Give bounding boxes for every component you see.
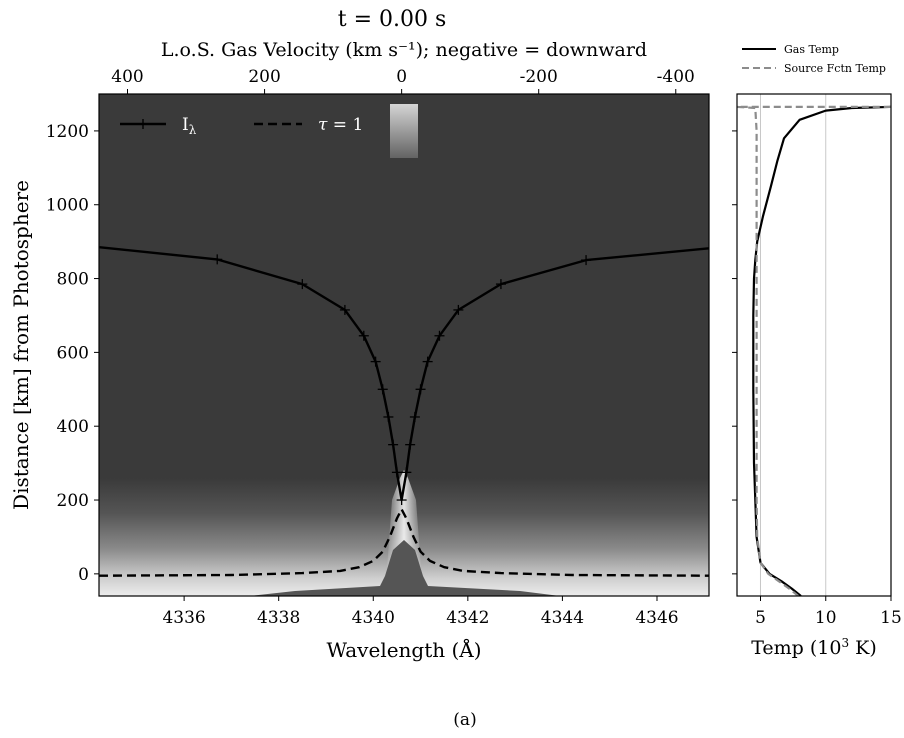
temp-xlabel: Temp (103 K) (751, 636, 877, 659)
x-tick-label: 4342 (446, 608, 489, 628)
tau-line (99, 508, 709, 577)
top-tick-label: 200 (248, 67, 280, 87)
heatmap-bottom-dark-band (250, 540, 560, 596)
temp-legend: Gas Temp Source Fctn Temp (742, 43, 886, 75)
legend-source-temp-label: Source Fctn Temp (784, 62, 886, 75)
heatmap-legend: Iλ τ = 1 (120, 115, 363, 137)
heatmap-ticks: 4336 4338 4340 4342 4344 4346 0 200 400 600 800 100… (46, 67, 695, 628)
y-tick-label: 800 (57, 270, 89, 290)
temp-panel-background (737, 94, 891, 596)
temp-panel: 5 10 15 (732, 93, 902, 628)
legend-tau-label: τ = 1 (318, 115, 363, 135)
temp-panel-frame (736, 93, 892, 597)
heatmap-xlabel: Wavelength (Å) (326, 637, 481, 662)
y-tick-label: 600 (57, 343, 89, 363)
heatmap-upper-feature (390, 104, 418, 158)
y-tick-label: 400 (57, 417, 89, 437)
gas-temp-line (752, 105, 891, 596)
x-tick-label: 4340 (352, 608, 395, 628)
heatmap-ylabel: Distance [km] from Photosphere (9, 180, 33, 510)
heatmap-image (99, 94, 709, 596)
top-tick-label: 400 (111, 67, 143, 87)
heatmap-panel: 4336 4338 4340 4342 4344 4346 0 200 400 600 800 100… (46, 67, 710, 628)
x-tick-label: 4344 (541, 608, 584, 628)
top-tick-label: 0 (396, 67, 407, 87)
y-tick-label: 200 (57, 491, 89, 511)
top-tick-label: -200 (520, 67, 558, 87)
legend-gas-temp-label: Gas Temp (784, 43, 839, 56)
heatmap-top-axis-label: L.o.S. Gas Velocity (km s⁻¹); negative =… (161, 39, 647, 61)
temp-x-tick-label: 10 (815, 608, 837, 628)
heatmap-series (99, 246, 709, 577)
x-tick-label: 4336 (162, 608, 205, 628)
y-tick-label: 1000 (46, 196, 89, 216)
x-tick-label: 4338 (257, 608, 300, 628)
top-tick-label: -400 (657, 67, 695, 87)
temp-x-tick-label: 5 (755, 608, 766, 628)
temp-gridlines (759, 94, 827, 596)
heatmap-frame (98, 93, 710, 597)
temp-series (737, 105, 891, 596)
source-temp-line (737, 105, 891, 596)
figure-title: t = 0.00 s (338, 7, 447, 32)
y-tick-label: 0 (78, 565, 89, 585)
y-tick-label: 1200 (46, 122, 89, 142)
x-tick-label: 4346 (635, 608, 678, 628)
temp-x-tick-label: 15 (880, 608, 902, 628)
figure-caption: (a) (453, 710, 476, 730)
temp-ticks: 5 10 15 (732, 130, 902, 628)
